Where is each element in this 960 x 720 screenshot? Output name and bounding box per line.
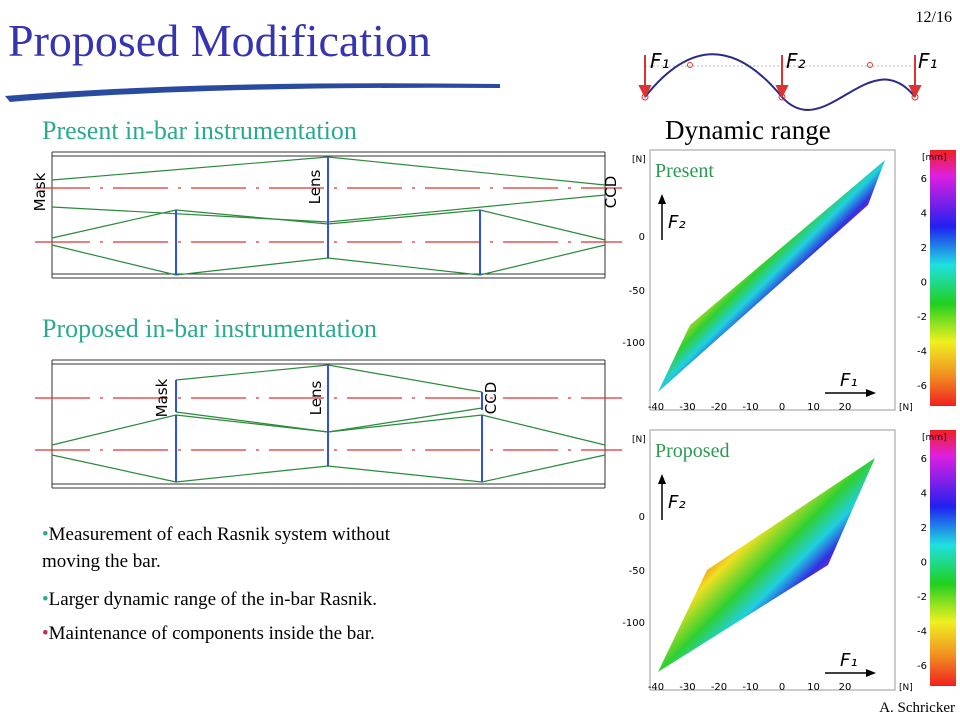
colorbar [930,430,956,686]
colorbar-tick-label: 6 [921,174,927,185]
x-tick-label: -30 [679,402,695,413]
bullet-item: •Larger dynamic range of the in-bar Rasn… [42,589,377,610]
y-tick-label: -50 [629,566,645,577]
arrow-head [866,389,876,397]
bullet-item: •Measurement of each Rasnik system witho… [42,524,391,572]
component-label: Lens [307,380,325,415]
x-tick-label: -30 [679,682,695,693]
y-tick-label: -50 [629,286,645,297]
bullet-text-continued: moving the bar. [42,551,161,572]
x-tick-label: -10 [742,402,758,413]
x-tick-label: -20 [711,402,727,413]
plot-label: Present [655,160,714,182]
y-tick-label: 0 [639,232,645,243]
bullet-text: Maintenance of components inside the bar… [49,623,375,644]
beam-figure: F₁ F₂ F₁ [638,49,938,111]
colorbar-tick-label: 6 [921,454,927,465]
colorbar-tick-label: -6 [917,381,927,392]
x-unit: [N] [899,403,913,413]
range-region [658,160,885,392]
colorbar-tick-label: 2 [921,243,927,254]
component-label: CCD [602,176,620,209]
x-tick-label: -40 [648,402,664,413]
x-tick-label: 20 [839,682,852,693]
plot-frame [649,149,896,411]
force-label: F₁ [650,49,670,73]
force-label: F₂ [786,49,806,73]
title: Proposed Modification [8,15,431,66]
colorbar-tick-label: 2 [921,523,927,534]
range-region [658,458,875,672]
colorbar-tick-label: -6 [917,661,927,672]
y-unit: [N] [632,435,646,445]
colorbar-tick-label: -4 [917,627,927,638]
y-tick-label: -100 [622,338,645,349]
y-unit: [N] [632,155,646,165]
component-label: Mask [31,172,49,211]
bullet-text: Measurement of each Rasnik system withou… [49,524,391,545]
component-label: CCD [482,382,500,415]
page-number: 12/16 [916,9,952,26]
y-tick-label: -100 [622,618,645,629]
force-label: F₁ [918,49,938,73]
bullet-text: Larger dynamic range of the in-bar Rasni… [49,589,377,610]
colorbar-unit: [mm] [922,153,947,163]
axis-label: F₁ [840,370,858,391]
colorbar-tick-label: 0 [921,558,927,569]
x-unit: [N] [899,683,913,693]
bullet-item: •Maintenance of components inside the ba… [42,623,375,644]
plot-frame [649,429,896,691]
component-label: Mask [153,378,171,417]
x-tick-label: 20 [839,402,852,413]
y-tick-label: 0 [639,512,645,523]
arrow-head [866,669,876,677]
arrow-head [658,474,666,484]
x-tick-label: 0 [779,682,785,693]
axis-label: F₂ [668,492,686,513]
colorbar-tick-label: 4 [921,209,927,220]
colorbar-tick-label: 4 [921,489,927,500]
colorbar [930,150,956,406]
colorbar-tick-label: -2 [917,312,927,323]
x-tick-label: -20 [711,682,727,693]
x-tick-label: -40 [648,682,664,693]
bullets: •Measurement of each Rasnik system witho… [42,524,391,644]
component-label: Lens [306,169,324,204]
colorbar-tick-label: -4 [917,347,927,358]
colorbar-tick-label: -2 [917,592,927,603]
section-heading: Present in-bar instrumentation [42,116,357,145]
colorbar-unit: [mm] [922,433,947,443]
footer: A. Schricker [879,700,955,716]
dynamic-range-title: Dynamic range [665,115,831,145]
x-tick-label: -10 [742,682,758,693]
arrow-head [658,194,666,204]
title-swoosh [5,83,500,102]
x-tick-label: 10 [807,682,820,693]
x-tick-label: 10 [807,402,820,413]
x-tick-label: 0 [779,402,785,413]
section-heading: Proposed in-bar instrumentation [42,314,377,343]
colorbar-tick-label: 0 [921,278,927,289]
plot-label: Proposed [655,440,729,462]
axis-label: F₁ [840,650,858,671]
axis-label: F₂ [668,212,686,233]
